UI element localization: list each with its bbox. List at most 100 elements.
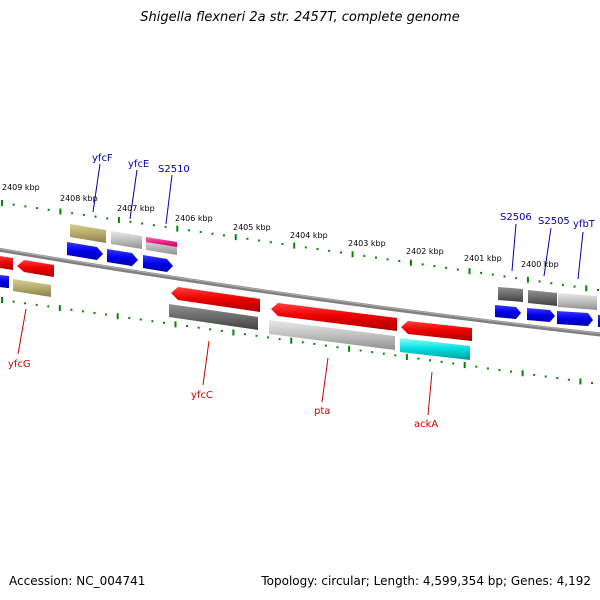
gene-partial-left[interactable]	[0, 256, 13, 270]
minor-tick	[371, 351, 374, 354]
scale-label: 2407 kbp	[117, 204, 155, 213]
label-leader	[165, 174, 173, 225]
minor-tick	[220, 329, 223, 332]
scale-labels: 2409 kbp 2408 kbp 2407 kbp 2406 kbp 2405…	[2, 183, 559, 269]
map-title: Shigella flexneri 2a str. 2457T, complet…	[140, 10, 460, 25]
minor-tick	[491, 273, 494, 276]
gene-label[interactable]: yfcF	[92, 153, 113, 164]
gene-yfcC-gray[interactable]	[169, 304, 258, 330]
major-tick	[348, 345, 351, 352]
gene-yfcE[interactable]	[111, 231, 142, 249]
minor-tick	[151, 320, 154, 323]
label-leader	[321, 357, 329, 403]
minor-tick	[336, 346, 339, 349]
major-tick	[526, 276, 529, 283]
gene-S2510-cap	[146, 237, 177, 247]
genome-backbone-highlight	[0, 248, 600, 334]
minor-tick	[12, 300, 15, 303]
gene-ackA[interactable]	[401, 321, 472, 341]
scale-label: 2402 kbp	[406, 247, 444, 256]
gene-label[interactable]: yfcE	[128, 159, 149, 170]
gene-yfcG-red[interactable]	[17, 260, 54, 277]
gene-ackA-cyan[interactable]	[400, 338, 470, 360]
major-tick	[579, 378, 582, 385]
minor-tick	[382, 352, 385, 355]
gene-label[interactable]: ackA	[414, 419, 438, 430]
label-leader	[202, 340, 210, 386]
gene-yfcF[interactable]	[70, 224, 106, 243]
major-tick	[290, 337, 293, 344]
gene-label[interactable]: S2510	[158, 164, 190, 175]
minor-tick	[538, 280, 541, 283]
minor-tick	[567, 378, 570, 381]
major-tick	[410, 259, 412, 266]
gene-label[interactable]: yfcC	[191, 390, 213, 401]
minor-tick	[456, 268, 459, 271]
major-tick	[174, 321, 177, 328]
orf-arrow[interactable]	[143, 255, 173, 272]
gene-yfbT[interactable]	[558, 293, 597, 310]
minor-tick	[452, 362, 455, 365]
orf-arrow[interactable]	[107, 249, 138, 266]
minor-tick	[243, 333, 246, 336]
minor-tick	[591, 382, 593, 384]
gene-yfcG[interactable]	[13, 279, 51, 297]
minor-tick	[386, 258, 389, 261]
gene-labels-top: yfcF yfcE S2510 S2506 S2505 yfbT	[92, 153, 596, 280]
minor-tick	[550, 282, 553, 285]
gene-label[interactable]: yfcG	[8, 359, 31, 370]
orf-arrow[interactable]	[495, 305, 521, 319]
minor-tick	[313, 342, 316, 345]
gene-row-top-b	[0, 242, 600, 327]
label-leader	[543, 227, 552, 277]
major-tick	[59, 208, 62, 215]
major-tick	[232, 329, 235, 336]
orf-arrow[interactable]	[527, 308, 555, 322]
minor-tick	[339, 251, 342, 254]
gene-partial-left-blue[interactable]	[0, 275, 9, 288]
minor-tick	[71, 212, 74, 215]
orf-arrow[interactable]	[67, 242, 103, 260]
minor-tick	[223, 234, 225, 237]
minor-tick	[47, 208, 50, 211]
gene-yfcC[interactable]	[171, 287, 260, 312]
gene-pta-gray[interactable]	[269, 320, 395, 350]
minor-tick	[417, 357, 420, 360]
orf-arrow[interactable]	[557, 311, 593, 326]
minor-tick	[359, 349, 362, 352]
minor-tick	[556, 377, 559, 380]
minor-tick	[375, 256, 377, 259]
minor-tick	[515, 277, 518, 280]
minor-tick	[128, 316, 131, 319]
gene-S2506[interactable]	[498, 287, 523, 302]
gene-label[interactable]: pta	[314, 406, 330, 417]
minor-tick	[498, 369, 501, 371]
minor-tick	[278, 338, 281, 341]
gene-label[interactable]: S2505	[538, 216, 570, 227]
minor-tick	[561, 283, 564, 286]
gene-label[interactable]: S2506	[500, 212, 532, 223]
minor-tick	[433, 265, 436, 268]
label-leader	[511, 223, 517, 272]
gene-label[interactable]: yfbT	[573, 219, 596, 230]
minor-tick	[394, 354, 397, 357]
minor-tick	[324, 344, 327, 347]
minor-tick	[12, 203, 15, 206]
gene-S2505[interactable]	[528, 290, 557, 306]
accession-label: Accession: NC_004741	[9, 574, 146, 588]
gene-row-top-a	[70, 224, 597, 310]
major-tick	[234, 234, 237, 241]
scale-label: 2405 kbp	[233, 223, 271, 232]
minor-tick	[24, 302, 27, 305]
gene-pta[interactable]	[271, 303, 397, 331]
minor-tick	[597, 289, 599, 291]
minor-tick	[70, 308, 73, 311]
scale-label: 2401 kbp	[464, 254, 502, 263]
genome-summary: Topology: circular; Length: 4,599,354 bp…	[261, 574, 591, 588]
minor-tick	[129, 220, 132, 223]
major-tick	[585, 285, 588, 292]
major-tick	[463, 362, 466, 369]
minor-tick	[421, 263, 424, 266]
scale-label: 2400 kbp	[521, 260, 559, 269]
major-tick	[1, 297, 3, 303]
